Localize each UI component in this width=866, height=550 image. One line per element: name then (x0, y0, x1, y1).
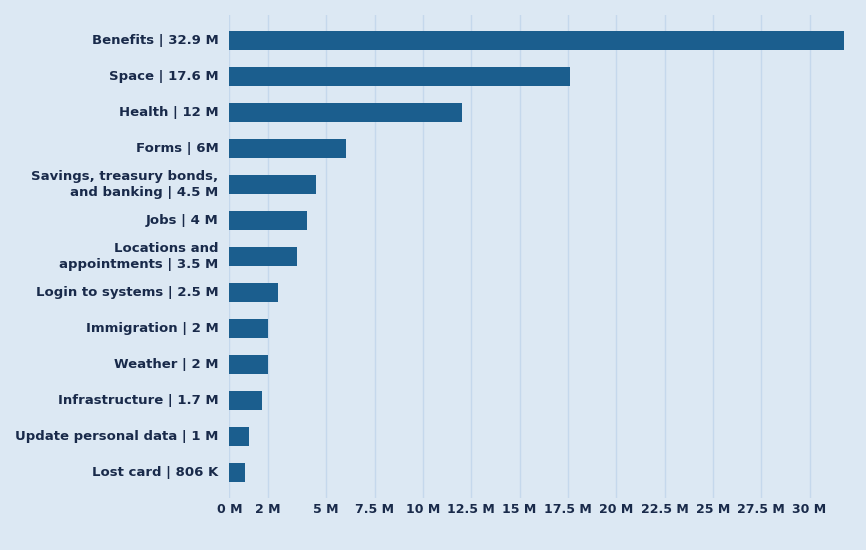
Bar (229, 391, 262, 410)
Text: Login to systems | 2.5 M: Login to systems | 2.5 M (36, 286, 218, 299)
Bar (229, 31, 866, 50)
Bar (229, 319, 268, 338)
Bar (229, 175, 316, 194)
Text: Health | 12 M: Health | 12 M (119, 106, 218, 119)
Text: Lost card | 806 K: Lost card | 806 K (92, 466, 218, 479)
Text: Immigration | 2 M: Immigration | 2 M (86, 322, 218, 335)
Text: Locations and
appointments | 3.5 M: Locations and appointments | 3.5 M (59, 242, 218, 271)
Text: Space | 17.6 M: Space | 17.6 M (109, 70, 218, 83)
Text: Savings, treasury bonds,
and banking | 4.5 M: Savings, treasury bonds, and banking | 4… (31, 170, 218, 199)
Bar (229, 211, 307, 230)
Text: Weather | 2 M: Weather | 2 M (113, 358, 218, 371)
Bar (229, 427, 249, 446)
Bar (229, 355, 268, 374)
Bar (229, 139, 346, 158)
Text: Forms | 6M: Forms | 6M (136, 142, 218, 155)
Text: Infrastructure | 1.7 M: Infrastructure | 1.7 M (58, 394, 218, 407)
Text: Jobs | 4 M: Jobs | 4 M (145, 214, 218, 227)
Bar (229, 283, 278, 302)
Bar (229, 103, 462, 122)
Text: Benefits | 32.9 M: Benefits | 32.9 M (92, 34, 218, 47)
Bar (229, 247, 297, 266)
Text: Update personal data | 1 M: Update personal data | 1 M (15, 430, 218, 443)
Bar (229, 463, 245, 482)
Bar (229, 67, 570, 86)
